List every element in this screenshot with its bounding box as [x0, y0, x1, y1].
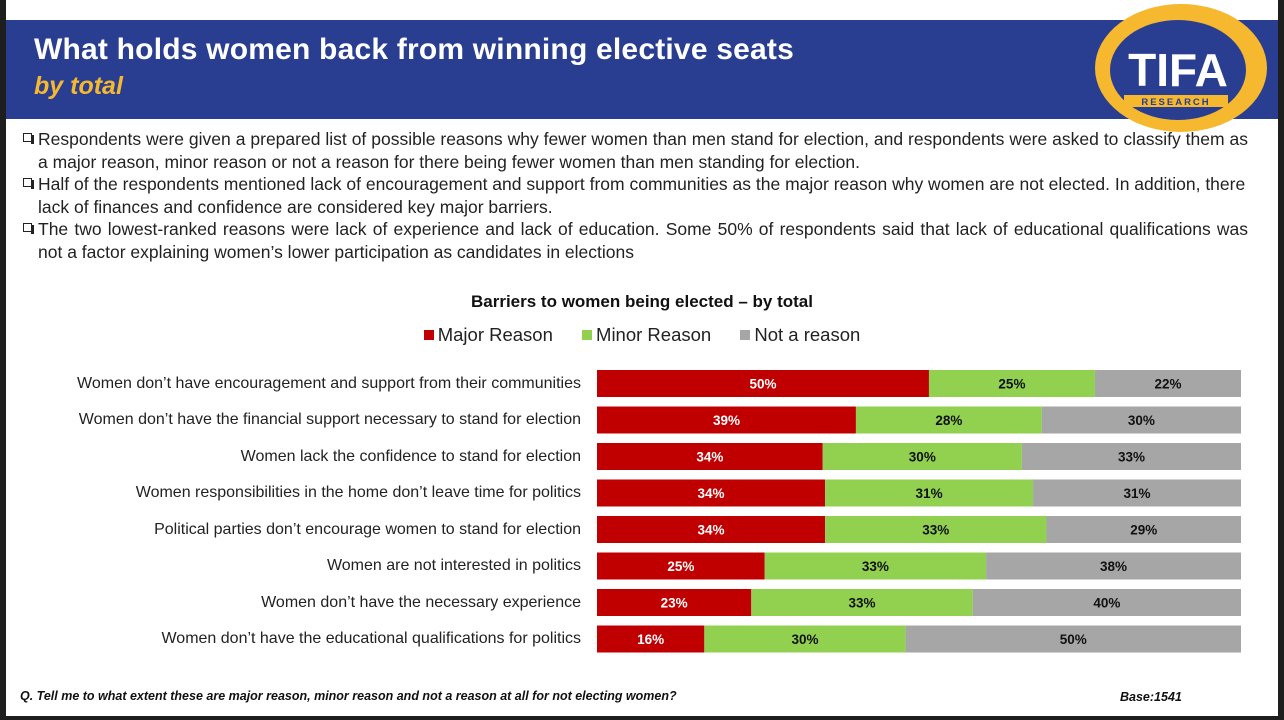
- bullet-text: Half of the respondents mentioned lack o…: [38, 174, 1246, 217]
- legend-item-major: Major Reason: [423, 324, 553, 346]
- bar-value-label: 29%: [1130, 523, 1157, 538]
- bar-value-label: 16%: [637, 632, 664, 647]
- bar-value-label: 23%: [661, 596, 688, 611]
- stacked-bar-chart: 50% 25% 22% 39% 28% 30% 34% 30% 33% 34% 31% 31% 34% 3…: [597, 370, 1241, 653]
- bullet-list: Respondents were given a prepared list o…: [22, 128, 1248, 263]
- logo-subtext: RESEARCH: [1141, 97, 1210, 108]
- base-count: Base:1541: [1120, 690, 1182, 704]
- bar-segment: [905, 625, 1241, 653]
- bar-segment: [972, 589, 1241, 616]
- bar-segment: [822, 443, 1022, 470]
- chart-title: Barriers to women being elected – by tot…: [471, 292, 813, 311]
- bar-segment: [855, 406, 1042, 434]
- bar-segment: [597, 516, 826, 543]
- bullet-item: The two lowest-ranked reasons were lack …: [22, 218, 1248, 263]
- legend-item-not: Not a reason: [740, 324, 860, 346]
- bar-segment: [825, 479, 1034, 507]
- bar-segment: [1094, 370, 1241, 397]
- bar-value-label: 31%: [1124, 486, 1151, 501]
- bar-segment: [1046, 516, 1241, 543]
- legend-label: Major Reason: [437, 324, 553, 345]
- checkbox-bullet-icon: [23, 178, 34, 189]
- bar-value-label: 30%: [909, 450, 936, 465]
- bar-segment: [597, 479, 826, 507]
- legend-label: Minor Reason: [596, 324, 712, 345]
- category-label: Women lack the confidence to stand for e…: [240, 447, 581, 465]
- bar-segment: [986, 552, 1241, 580]
- category-label: Women don’t have the necessary experienc…: [261, 593, 581, 611]
- bar-value-label: 25%: [667, 559, 694, 574]
- logo-text: TIFA: [1128, 44, 1228, 96]
- bar-value-label: 31%: [916, 486, 943, 501]
- legend-swatch: [582, 330, 593, 340]
- bar-segment: [597, 552, 765, 580]
- bar-segment: [597, 589, 752, 616]
- bar-segment: [1041, 406, 1241, 434]
- bar-value-label: 28%: [935, 413, 962, 428]
- bar-value-label: 30%: [791, 632, 818, 647]
- category-label: Women don’t have the financial support n…: [78, 411, 581, 428]
- bar-value-label: 38%: [1100, 559, 1127, 574]
- bar-segment: [1033, 479, 1241, 507]
- bar-value-label: 40%: [1093, 596, 1120, 611]
- bar-value-label: 33%: [862, 559, 889, 574]
- slide: What holds women back from winning elect…: [6, 0, 1278, 716]
- bar-value-label: 25%: [998, 377, 1025, 392]
- bar-segment: [597, 625, 705, 653]
- bar-value-label: 50%: [749, 377, 776, 392]
- bar-value-label: 33%: [1118, 450, 1145, 465]
- bar-segment: [597, 443, 823, 470]
- category-label: Political parties don’t encourage women …: [154, 520, 581, 538]
- bar-value-label: 33%: [922, 523, 949, 538]
- bar-value-label: 30%: [1128, 413, 1155, 428]
- chart-legend: Major Reason Minor Reason Not a reason: [6, 324, 1278, 346]
- checkbox-bullet-icon: [23, 223, 34, 234]
- tifa-logo: TIFA RESEARCH: [1095, 4, 1267, 132]
- category-label: Women don’t have encouragement and suppo…: [77, 374, 581, 392]
- bullet-text: The two lowest-ranked reasons were lack …: [38, 219, 1248, 262]
- bar-segment: [597, 406, 856, 434]
- bar-segment: [1021, 443, 1241, 470]
- page-title: What holds women back from winning elect…: [34, 33, 794, 66]
- header-band: What holds women back from winning elect…: [6, 20, 1278, 119]
- bullet-item: Half of the respondents mentioned lack o…: [22, 173, 1248, 218]
- bar-value-label: 34%: [698, 486, 725, 501]
- checkbox-bullet-icon: [23, 133, 34, 144]
- legend-item-minor: Minor Reason: [582, 324, 711, 346]
- bar-segment: [704, 625, 906, 653]
- bar-value-label: 39%: [713, 413, 740, 428]
- category-label: Women responsibilities in the home don’t…: [135, 484, 581, 501]
- bar-segment: [597, 370, 929, 397]
- bar-segment: [825, 516, 1047, 543]
- question-footnote: Q. Tell me to what extent these are majo…: [20, 689, 677, 703]
- category-label: Women don’t have the educational qualifi…: [161, 630, 581, 647]
- bar-value-label: 50%: [1060, 632, 1087, 647]
- bar-value-label: 34%: [698, 523, 725, 538]
- bar-segment: [764, 552, 987, 580]
- bullet-item: Respondents were given a prepared list o…: [22, 128, 1248, 173]
- bar-value-label: 33%: [848, 596, 875, 611]
- category-label: Women are not interested in politics: [326, 557, 581, 574]
- bar-value-label: 34%: [696, 450, 723, 465]
- legend-swatch: [423, 330, 434, 340]
- page-subtitle: by total: [34, 72, 123, 100]
- bar-segment: [751, 589, 973, 616]
- legend-swatch: [740, 330, 751, 340]
- bullet-text: Respondents were given a prepared list o…: [38, 129, 1248, 172]
- legend-label: Not a reason: [754, 324, 861, 345]
- bar-value-label: 22%: [1154, 377, 1181, 392]
- bar-segment: [928, 370, 1095, 397]
